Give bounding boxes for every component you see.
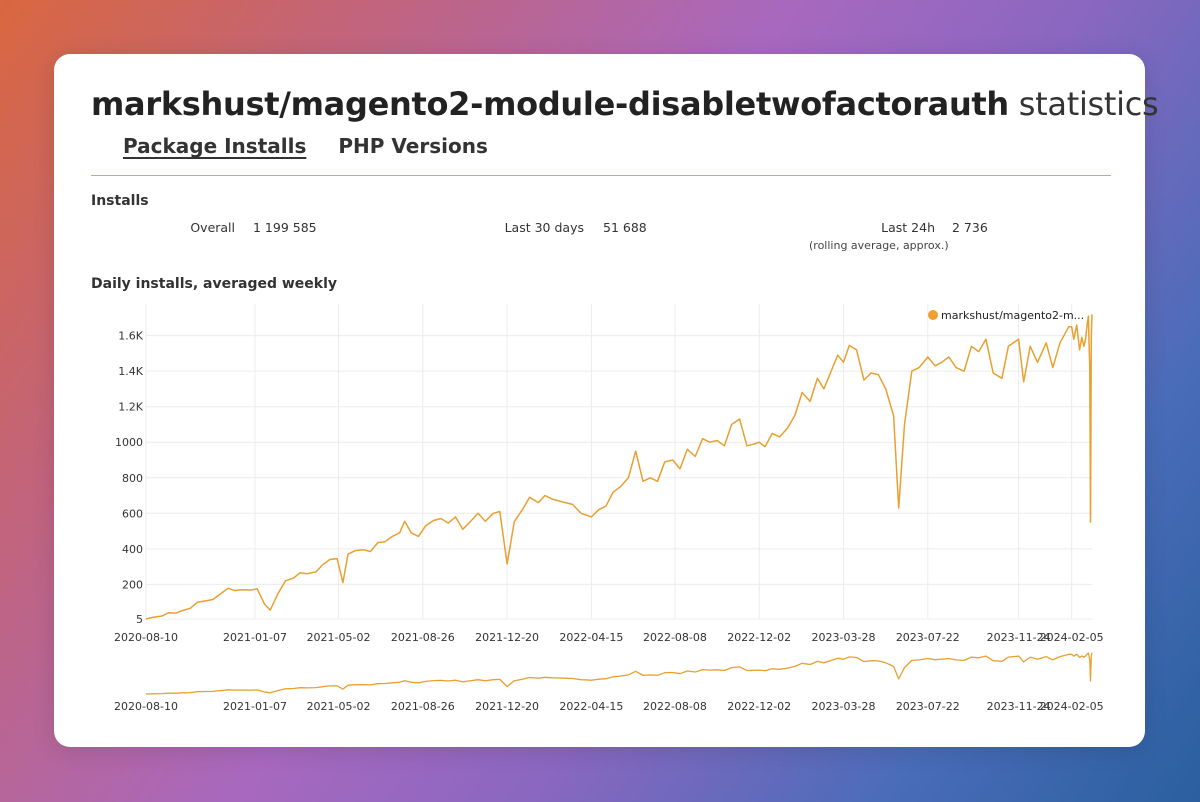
overview-x-tick-label: 2022-08-08 xyxy=(643,700,707,713)
chart-heading: Daily installs, averaged weekly xyxy=(91,276,338,292)
legend-swatch xyxy=(928,310,938,320)
x-tick-label: 2022-08-08 xyxy=(643,631,707,644)
y-tick-label: 800 xyxy=(122,472,143,485)
y-tick-label: 1000 xyxy=(115,436,143,449)
y-tick-label: 1.4K xyxy=(118,365,143,378)
y-tick-label: 200 xyxy=(122,578,143,591)
overview-x-tick-label: 2023-07-22 xyxy=(896,700,960,713)
x-tick-label: 2020-08-10 xyxy=(114,631,178,644)
last30-label: Last 30 days xyxy=(504,220,584,235)
x-tick-label: 2022-04-15 xyxy=(559,631,623,644)
y-tick-label: 400 xyxy=(122,543,143,556)
package-name: markshust/magento2-module-disabletwofact… xyxy=(91,85,1009,123)
legend-label: markshust/magento2-m... xyxy=(941,309,1084,322)
last24-label: Last 24h xyxy=(881,220,935,235)
x-tick-label: 2021-05-02 xyxy=(307,631,371,644)
overview-x-tick-label: 2021-12-20 xyxy=(475,700,539,713)
tab-bar: Package Installs PHP Versions xyxy=(123,132,488,162)
page-title: markshust/magento2-module-disabletwofact… xyxy=(91,84,1159,124)
x-tick-label: 2022-12-02 xyxy=(727,631,791,644)
x-tick-label: 2021-08-26 xyxy=(391,631,455,644)
y-tick-label: 5 xyxy=(136,613,143,626)
overview-x-tick-label: 2022-12-02 xyxy=(727,700,791,713)
x-tick-label: 2024-02-05 xyxy=(1040,631,1104,644)
last30-value: 51 688 xyxy=(603,220,647,235)
statistics-card: markshust/magento2-module-disabletwofact… xyxy=(54,54,1159,747)
installs-heading: Installs xyxy=(91,193,149,209)
series-line xyxy=(145,314,1093,620)
title-suffix: statistics xyxy=(1018,85,1159,123)
y-tick-label: 1.2K xyxy=(118,401,143,414)
overview-x-tick-label: 2024-02-05 xyxy=(1040,700,1104,713)
x-tick-label: 2021-12-20 xyxy=(475,631,539,644)
overview-x-tick-label: 2021-01-07 xyxy=(223,700,287,713)
x-tick-label: 2023-03-28 xyxy=(812,631,876,644)
overall-value: 1 199 585 xyxy=(253,220,317,235)
overview-x-tick-label: 2021-05-02 xyxy=(307,700,371,713)
tab-php-versions[interactable]: PHP Versions xyxy=(338,134,488,158)
x-tick-label: 2023-11-24 xyxy=(987,631,1051,644)
tab-package-installs[interactable]: Package Installs xyxy=(123,134,307,158)
daily-installs-chart: 5 200 400 600 800 1000 1.2K 1.4K 1.6K 2020-08-10 2… xyxy=(114,304,1104,713)
last24-note: (rolling average, approx.) xyxy=(809,239,949,252)
last24-value: 2 736 xyxy=(952,220,988,235)
overview-x-tick-label: 2023-03-28 xyxy=(812,700,876,713)
x-tick-label: 2023-07-22 xyxy=(896,631,960,644)
overview-x-tick-label: 2023-11-24 xyxy=(987,700,1051,713)
overview-x-tick-label: 2021-08-26 xyxy=(391,700,455,713)
y-tick-label: 1.6K xyxy=(118,330,143,343)
divider xyxy=(91,175,1111,176)
overview-line xyxy=(145,652,1093,695)
overall-label: Overall xyxy=(190,220,235,235)
overview-x-tick-label: 2022-04-15 xyxy=(559,700,623,713)
x-tick-label: 2021-01-07 xyxy=(223,631,287,644)
y-tick-label: 600 xyxy=(122,507,143,520)
overview-x-tick-label: 2020-08-10 xyxy=(114,700,178,713)
